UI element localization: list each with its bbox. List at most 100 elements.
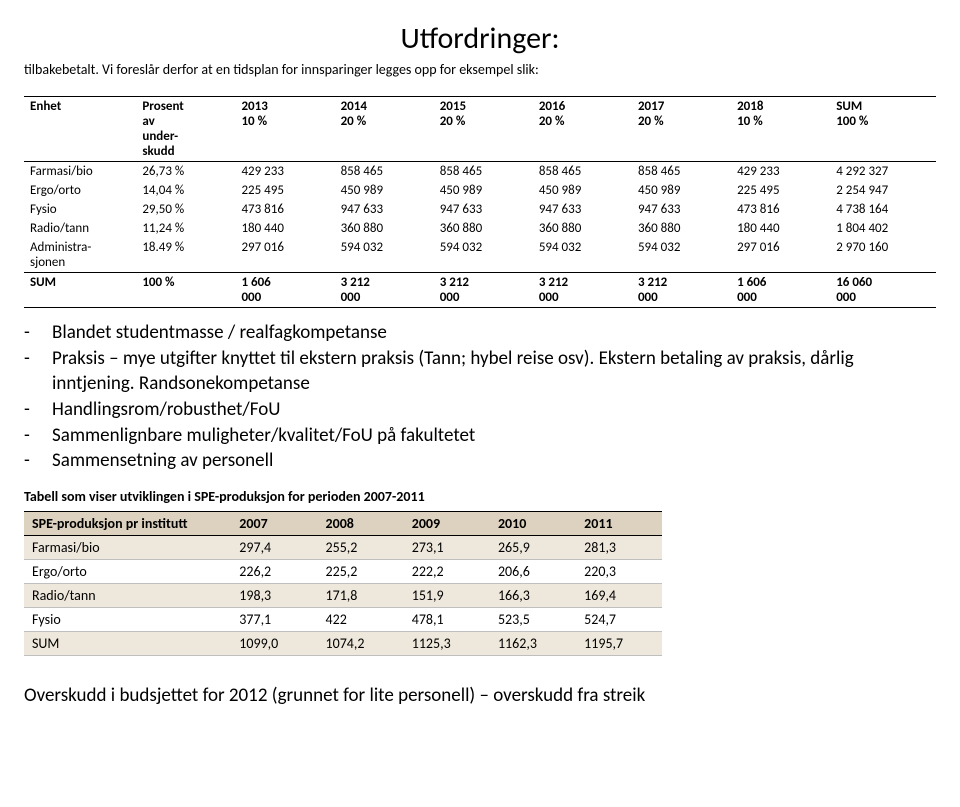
table-cell: 947 633 [335, 200, 434, 219]
table-cell: 4 738 164 [830, 200, 936, 219]
savings-col-header: 201310 % [235, 97, 334, 162]
table-cell: SUM [24, 631, 231, 655]
table-cell: 169,4 [576, 583, 662, 607]
savings-col-header: 201720 % [632, 97, 731, 162]
table-cell: 297 016 [235, 238, 334, 273]
table-cell: 297,4 [231, 535, 317, 559]
table-cell: 225 495 [235, 181, 334, 200]
bullet-item: -Blandet studentmasse / realfagkompetans… [24, 320, 936, 346]
spe-col-header: 2008 [318, 511, 404, 535]
table-cell: Administra-sjonen [24, 238, 136, 273]
savings-col-header: SUM100 % [830, 97, 936, 162]
table-cell: 100 % [136, 273, 235, 308]
table-cell: 3 212000 [632, 273, 731, 308]
table-cell: 273,1 [404, 535, 490, 559]
table-cell: 360 880 [533, 219, 632, 238]
table-cell: 11,24 % [136, 219, 235, 238]
table-cell: 166,3 [490, 583, 576, 607]
savings-table-body: Farmasi/bio26,73 %429 233858 465858 4658… [24, 162, 936, 308]
table-cell: 524,7 [576, 607, 662, 631]
table-cell: Farmasi/bio [24, 162, 136, 182]
table-row: Fysio29,50 %473 816947 633947 633947 633… [24, 200, 936, 219]
table-cell: 858 465 [533, 162, 632, 182]
table-row: Fysio377,1422478,1523,5524,7 [24, 607, 662, 631]
table-cell: 594 032 [434, 238, 533, 273]
savings-col-header: 201420 % [335, 97, 434, 162]
table-cell: 429 233 [731, 162, 830, 182]
table-cell: 16 060000 [830, 273, 936, 308]
table2-caption: Tabell som viser utviklingen i SPE-produ… [24, 488, 936, 505]
table-cell: 265,9 [490, 535, 576, 559]
table-cell: 1 804 402 [830, 219, 936, 238]
bullet-text: Praksis – mye utgifter knyttet til ekste… [52, 346, 936, 397]
table-cell: 858 465 [632, 162, 731, 182]
table-cell: Fysio [24, 200, 136, 219]
spe-table: SPE-produksjon pr institutt2007200820092… [24, 511, 662, 656]
savings-col-header: 201520 % [434, 97, 533, 162]
table-cell: 171,8 [318, 583, 404, 607]
spe-col-header: 2011 [576, 511, 662, 535]
table-cell: 1 606000 [235, 273, 334, 308]
bullet-item: -Sammensetning av personell [24, 448, 936, 474]
table-cell: 198,3 [231, 583, 317, 607]
page-title: Utfordringer: [24, 20, 936, 57]
table-cell: 594 032 [632, 238, 731, 273]
table-row: SUM1099,01074,21125,31162,31195,7 [24, 631, 662, 655]
savings-col-header: 201810 % [731, 97, 830, 162]
table-cell: 594 032 [533, 238, 632, 273]
table-cell: 226,2 [231, 559, 317, 583]
table-cell: Farmasi/bio [24, 535, 231, 559]
table-cell: 18.49 % [136, 238, 235, 273]
table-cell: 1125,3 [404, 631, 490, 655]
table-cell: 1074,2 [318, 631, 404, 655]
table-cell: Ergo/orto [24, 559, 231, 583]
table-cell: 255,2 [318, 535, 404, 559]
table-cell: 281,3 [576, 535, 662, 559]
table-cell: Ergo/orto [24, 181, 136, 200]
table-cell: 3 212000 [335, 273, 434, 308]
table-cell: 220,3 [576, 559, 662, 583]
table-cell: SUM [24, 273, 136, 308]
bullet-dash: - [24, 320, 52, 346]
table-row: Farmasi/bio26,73 %429 233858 465858 4658… [24, 162, 936, 182]
table-cell: 478,1 [404, 607, 490, 631]
bullet-dash: - [24, 397, 52, 423]
table-cell: 947 633 [632, 200, 731, 219]
bullet-dash: - [24, 423, 52, 449]
spe-col-header: 2010 [490, 511, 576, 535]
footer-text: Overskudd i budsjettet for 2012 (grunnet… [24, 684, 936, 707]
table-cell: 473 816 [235, 200, 334, 219]
bullet-text: Handlingsrom/robusthet/FoU [52, 397, 936, 423]
table-cell: 1099,0 [231, 631, 317, 655]
table-row: Farmasi/bio297,4255,2273,1265,9281,3 [24, 535, 662, 559]
table-cell: 180 440 [731, 219, 830, 238]
table-cell: 14,04 % [136, 181, 235, 200]
table-cell: 297 016 [731, 238, 830, 273]
table-row: Ergo/orto226,2225,2222,2206,6220,3 [24, 559, 662, 583]
table-row: Administra-sjonen18.49 %297 016594 03259… [24, 238, 936, 273]
savings-table: EnhetProsentavunder-skudd201310 %201420 … [24, 96, 936, 308]
table-cell: 1162,3 [490, 631, 576, 655]
spe-col-header: 2009 [404, 511, 490, 535]
table-cell: Radio/tann [24, 219, 136, 238]
table-cell: 2 970 160 [830, 238, 936, 273]
table-cell: 450 989 [434, 181, 533, 200]
table-cell: 429 233 [235, 162, 334, 182]
bullet-item: -Sammenlignbare muligheter/kvalitet/FoU … [24, 423, 936, 449]
table-cell: 151,9 [404, 583, 490, 607]
savings-table-head: EnhetProsentavunder-skudd201310 %201420 … [24, 97, 936, 162]
table-cell: 180 440 [235, 219, 334, 238]
bullet-dash: - [24, 448, 52, 474]
table-row: Radio/tann11,24 %180 440360 880360 88036… [24, 219, 936, 238]
table-cell: 450 989 [533, 181, 632, 200]
table-cell: 422 [318, 607, 404, 631]
bullet-text: Sammensetning av personell [52, 448, 936, 474]
spe-col-header: 2007 [231, 511, 317, 535]
table-cell: 858 465 [434, 162, 533, 182]
table-cell: 473 816 [731, 200, 830, 219]
savings-col-header: 201620 % [533, 97, 632, 162]
table-cell: 222,2 [404, 559, 490, 583]
bullet-text: Sammenlignbare muligheter/kvalitet/FoU p… [52, 423, 936, 449]
table-cell: 377,1 [231, 607, 317, 631]
table-cell: 947 633 [533, 200, 632, 219]
